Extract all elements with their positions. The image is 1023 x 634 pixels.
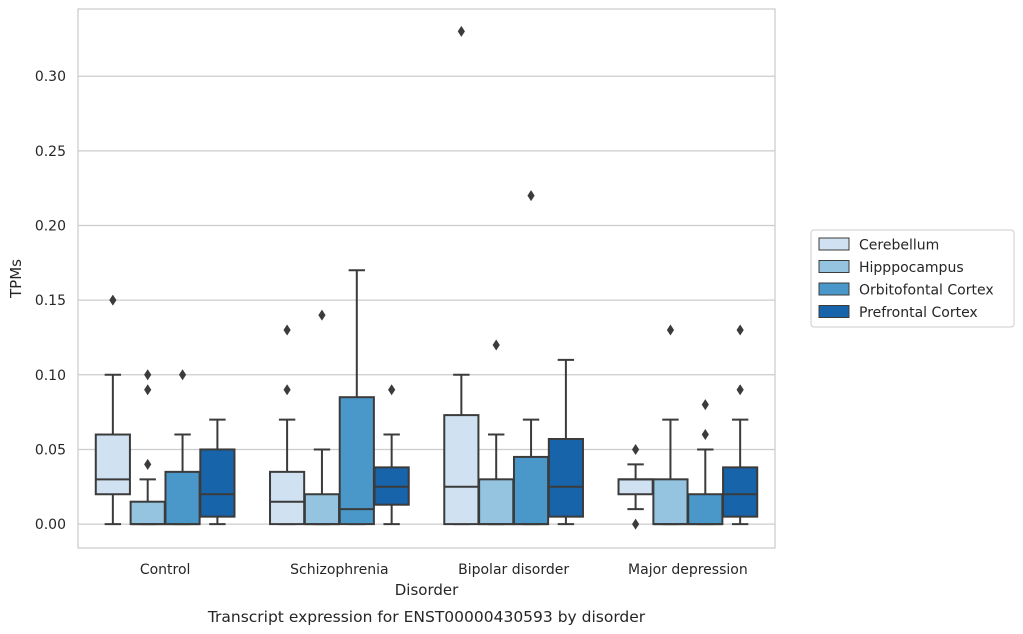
x-axis-label: Disorder [395, 581, 459, 599]
outlier-point [109, 294, 117, 306]
outlier-point [318, 309, 326, 321]
box-body [199, 448, 236, 518]
box-body [129, 500, 166, 526]
box-body [164, 470, 201, 526]
box-hipppocampus [129, 369, 166, 526]
legend-frame [810, 229, 1015, 328]
box-body [547, 438, 584, 518]
box-hipppocampus [652, 324, 689, 526]
box-orbitofontal-cortex [512, 190, 550, 526]
legend-swatch [818, 237, 850, 251]
legend-label: Hipppocampus [859, 260, 964, 276]
outlier-point [632, 443, 640, 455]
box-body [303, 493, 341, 526]
x-tick-label: Control [140, 562, 191, 578]
box-body [338, 396, 375, 526]
box-prefrontal-cortex [547, 358, 584, 526]
outlier-point [388, 384, 396, 396]
x-tick-label: Bipolar disorder [458, 562, 569, 578]
outlier-point [701, 429, 709, 441]
outlier-point [736, 324, 744, 336]
box-body [512, 455, 550, 526]
box-orbitofontal-cortex [164, 369, 201, 526]
boxes [94, 25, 759, 530]
outlier-point [144, 369, 152, 381]
x-tick-label: Schizophrenia [290, 562, 388, 578]
legend-swatch [818, 260, 850, 273]
box-body [478, 478, 515, 526]
box-body [269, 470, 306, 526]
outlier-point [492, 339, 500, 351]
box-body [94, 433, 131, 496]
box-hipppocampus [303, 309, 341, 526]
box-cerebellum [617, 443, 654, 530]
outlier-point [178, 369, 187, 381]
box-orbitofontal-cortex [338, 269, 375, 526]
box-body [617, 478, 654, 496]
outlier-point [283, 384, 291, 396]
box-prefrontal-cortex [199, 418, 236, 526]
box-hipppocampus [478, 339, 515, 526]
box-body [687, 493, 724, 526]
y-tick-label: 0.30 [35, 69, 66, 85]
legend-swatch [818, 282, 850, 296]
y-tick-label: 0.20 [35, 218, 66, 234]
outlier-point [144, 458, 152, 470]
outlier-point [736, 384, 744, 396]
legend-label: Cerebellum [859, 238, 939, 254]
box-cerebellum [269, 324, 306, 526]
y-tick-label: 0.10 [35, 368, 66, 384]
box-body [443, 414, 480, 526]
legend-swatch [818, 305, 850, 318]
outlier-point [527, 190, 535, 202]
outlier-point [666, 324, 675, 336]
box-cerebellum [94, 294, 131, 526]
y-tick-label: 0.05 [35, 442, 66, 458]
outlier-point [144, 384, 152, 396]
box-body [652, 478, 689, 526]
outlier-point [457, 25, 465, 37]
outlier-point [283, 324, 291, 336]
y-axis-label: TPMs [7, 259, 25, 299]
x-tick-label: Major depression [628, 562, 748, 578]
legend-label: Orbitofontal Cortex [859, 283, 994, 299]
y-tick-label: 0.25 [35, 144, 66, 160]
box-orbitofontal-cortex [687, 399, 724, 526]
plot-frame [77, 8, 776, 549]
box-cerebellum [443, 25, 480, 526]
box-prefrontal-cortex [373, 384, 410, 526]
legend-label: Prefrontal Cortex [859, 305, 978, 321]
outlier-point [632, 518, 640, 530]
outlier-point [701, 399, 709, 411]
y-tick-label: 0.00 [35, 517, 66, 533]
chart-caption: Transcript expression for ENST0000043059… [207, 608, 646, 626]
box-prefrontal-cortex [722, 324, 759, 526]
legend: Cerebellum Hipppocampus Orbitofontal Corte… [810, 229, 1015, 328]
box-body [722, 466, 759, 518]
y-tick-label: 0.15 [35, 293, 66, 309]
y-tick-labels: 0.00 0.05 0.10 0.15 0.20 0.25 0.30 [35, 69, 66, 533]
grid-lines [78, 75, 775, 525]
x-tick-labels: Control Schizophrenia Bipolar disorder Majo… [140, 562, 748, 578]
